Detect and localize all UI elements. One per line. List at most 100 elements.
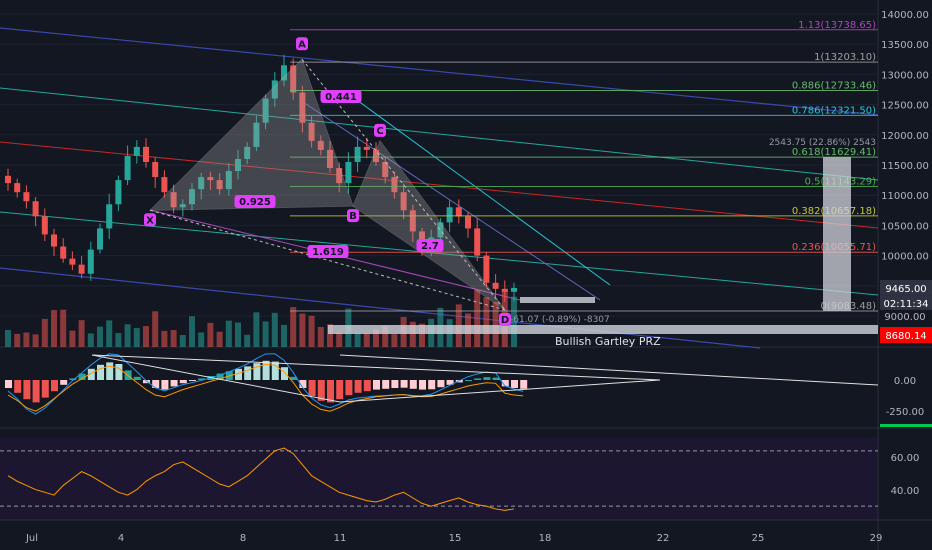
harmonic-pattern: X A B C D 0.925 0.441 1.619 2.7 bbox=[144, 37, 511, 326]
volume-bar bbox=[5, 329, 11, 347]
candle bbox=[492, 282, 499, 289]
macd-bar bbox=[23, 380, 31, 400]
candle bbox=[244, 146, 251, 159]
macd-bar bbox=[290, 376, 298, 380]
pattern-point-label: C bbox=[376, 126, 383, 137]
volume-bar bbox=[409, 321, 416, 347]
prz-box bbox=[328, 325, 878, 334]
ratio-badge bbox=[307, 245, 349, 258]
candle bbox=[143, 146, 149, 162]
macd-bar bbox=[133, 376, 141, 380]
volume-bar bbox=[216, 331, 223, 347]
volume-bar bbox=[97, 326, 103, 347]
macd-bar bbox=[446, 380, 454, 385]
volume-bar bbox=[474, 290, 481, 347]
volume-bar bbox=[41, 318, 48, 347]
volume-bar bbox=[189, 316, 195, 347]
macd-bar bbox=[69, 378, 77, 380]
pattern-point-badge bbox=[347, 209, 359, 223]
volume-bar bbox=[373, 329, 379, 347]
candle bbox=[124, 155, 131, 181]
macd-bar bbox=[483, 377, 491, 380]
pattern-point-badge bbox=[144, 213, 156, 227]
pattern-bcd bbox=[352, 139, 506, 311]
y-tick-label: 14000.00 bbox=[881, 10, 929, 21]
macd-bar bbox=[492, 377, 500, 380]
macd-bar bbox=[511, 380, 518, 388]
volume-bar bbox=[32, 334, 39, 347]
volume-bar bbox=[354, 332, 361, 347]
candle bbox=[235, 158, 241, 172]
volume-bar bbox=[308, 315, 315, 347]
volume-bar bbox=[143, 326, 149, 347]
macd-bar bbox=[51, 380, 58, 392]
volume-bar bbox=[23, 332, 30, 347]
candle bbox=[60, 246, 67, 259]
volume-bar bbox=[78, 320, 85, 347]
candle bbox=[23, 192, 30, 202]
volume-bar bbox=[271, 312, 278, 347]
macd-bar bbox=[198, 378, 206, 380]
macd-bar bbox=[428, 380, 436, 390]
macd-bar bbox=[235, 368, 242, 380]
fib-label: 0.618(11629.41) bbox=[792, 147, 876, 158]
macd-bar bbox=[170, 380, 178, 387]
macd-bar bbox=[179, 380, 187, 384]
volume-bar bbox=[483, 297, 490, 347]
y-tick-label: 13500.00 bbox=[881, 40, 929, 51]
candle bbox=[354, 146, 361, 162]
last-price: 9465.00 bbox=[885, 284, 926, 295]
volume-bar bbox=[253, 312, 260, 347]
macd-bar bbox=[189, 380, 196, 381]
candle bbox=[5, 175, 11, 184]
volume-bar bbox=[262, 321, 269, 347]
volume-bar bbox=[179, 334, 186, 347]
countdown: 02:11:34 bbox=[884, 299, 929, 310]
volume-bar bbox=[327, 324, 333, 347]
macd-bar bbox=[474, 378, 482, 380]
volume-bar bbox=[244, 334, 251, 347]
macd-tick-label: -250.00 bbox=[886, 407, 925, 418]
macd-bar bbox=[317, 380, 325, 401]
fib-levels: 1.13(13738.65) 1(13203.10) 0.886(12733.46)… bbox=[290, 20, 878, 348]
macd-bar bbox=[465, 380, 472, 381]
volume-bar bbox=[382, 325, 389, 347]
candle bbox=[483, 255, 490, 283]
candle bbox=[106, 204, 113, 229]
macd-bar bbox=[437, 380, 445, 388]
last-price-tag bbox=[880, 279, 932, 296]
volume-bar bbox=[419, 323, 425, 347]
macd-bar bbox=[97, 364, 104, 380]
candle bbox=[51, 234, 57, 247]
candle bbox=[161, 177, 168, 193]
volume-bar bbox=[492, 302, 499, 347]
rsi-tick-label: 40.00 bbox=[891, 486, 920, 497]
volume-bar bbox=[124, 324, 131, 347]
candle bbox=[14, 183, 21, 193]
fib-label: 0.886(12733.46) bbox=[792, 80, 876, 91]
macd-bar bbox=[409, 380, 417, 389]
candle bbox=[271, 80, 278, 99]
candle bbox=[345, 161, 352, 184]
y-tick-label: 10000.00 bbox=[881, 252, 929, 263]
macd-bar bbox=[271, 361, 279, 380]
ratio-badge bbox=[234, 195, 276, 208]
candle bbox=[511, 287, 517, 292]
macd-bar bbox=[143, 380, 150, 384]
pattern-point-badge bbox=[296, 37, 308, 51]
candle bbox=[216, 180, 223, 190]
macd-bar bbox=[5, 380, 12, 388]
candle bbox=[133, 146, 140, 156]
candle bbox=[32, 201, 39, 217]
y-tick-label: 12500.00 bbox=[881, 101, 929, 112]
stop-level: 8680.14 bbox=[885, 331, 926, 342]
x-tick-label: 4 bbox=[118, 533, 124, 544]
macd-bar bbox=[115, 364, 123, 380]
stop-level-tag bbox=[880, 327, 932, 343]
volume-bar bbox=[115, 333, 122, 347]
volume-bar bbox=[391, 334, 398, 347]
macd-bar bbox=[391, 380, 399, 388]
x-tick-label: 22 bbox=[657, 533, 670, 544]
